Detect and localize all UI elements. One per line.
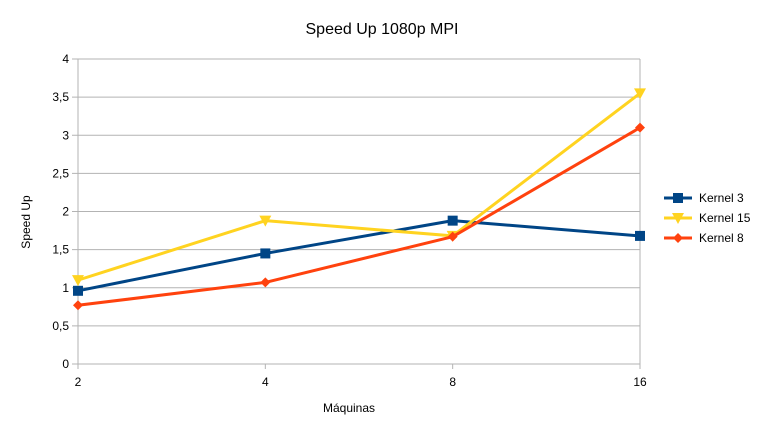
legend-entry: Kernel 15 (664, 211, 751, 225)
x-axis-title: Máquinas (323, 401, 375, 415)
x-tick-label: 4 (262, 375, 269, 389)
series-line (77, 126, 641, 307)
y-tick-labels: 0 0,5 1 1,5 2 2,5 3 3,5 4 (52, 52, 69, 371)
legend-swatch-marker (672, 213, 684, 224)
y-tick-label: 1 (62, 281, 69, 295)
data-point (72, 275, 84, 287)
legend-label: Kernel 3 (699, 191, 744, 205)
legend-label: Kernel 8 (699, 231, 744, 245)
legend-entry: Kernel 3 (664, 191, 744, 205)
data-point (447, 215, 458, 226)
x-tick-label: 8 (449, 375, 456, 389)
series-line (77, 219, 641, 293)
y-tick-label: 3 (62, 128, 69, 142)
y-tick-label: 2 (62, 205, 69, 219)
legend-label: Kernel 15 (699, 211, 751, 225)
series-group (72, 88, 646, 311)
series-kernel-3 (73, 215, 645, 296)
y-tick-label: 1,5 (52, 243, 69, 257)
data-point (634, 88, 646, 100)
data-point (73, 285, 83, 296)
data-point (635, 122, 645, 133)
y-tick-label: 0 (62, 357, 69, 371)
y-tick-label: 4 (62, 52, 69, 66)
data-point (260, 277, 271, 288)
data-point (73, 300, 83, 311)
legend-swatch-marker (673, 193, 683, 203)
legend: Kernel 3 Kernel 15 Kernel 8 (664, 191, 751, 245)
axes (72, 58, 641, 369)
y-tick-label: 3,5 (52, 90, 69, 104)
data-point (635, 230, 645, 241)
data-point (259, 215, 272, 227)
legend-swatch-marker (673, 233, 683, 243)
data-point (260, 248, 271, 259)
x-tick-label: 2 (75, 375, 82, 389)
y-tick-label: 0,5 (52, 319, 69, 333)
x-tick-label: 16 (633, 375, 647, 389)
x-tick-labels: 2 4 8 16 (75, 375, 647, 389)
y-axis-title: Speed Up (19, 195, 33, 249)
series-kernel-8 (73, 122, 645, 311)
series-line (77, 92, 641, 282)
chart-title: Speed Up 1080p MPI (306, 21, 459, 38)
grid-lines (78, 58, 641, 364)
data-point (447, 231, 458, 242)
series-kernel-15 (72, 88, 646, 287)
legend-entry: Kernel 8 (664, 231, 744, 245)
y-tick-label: 2,5 (52, 166, 69, 180)
